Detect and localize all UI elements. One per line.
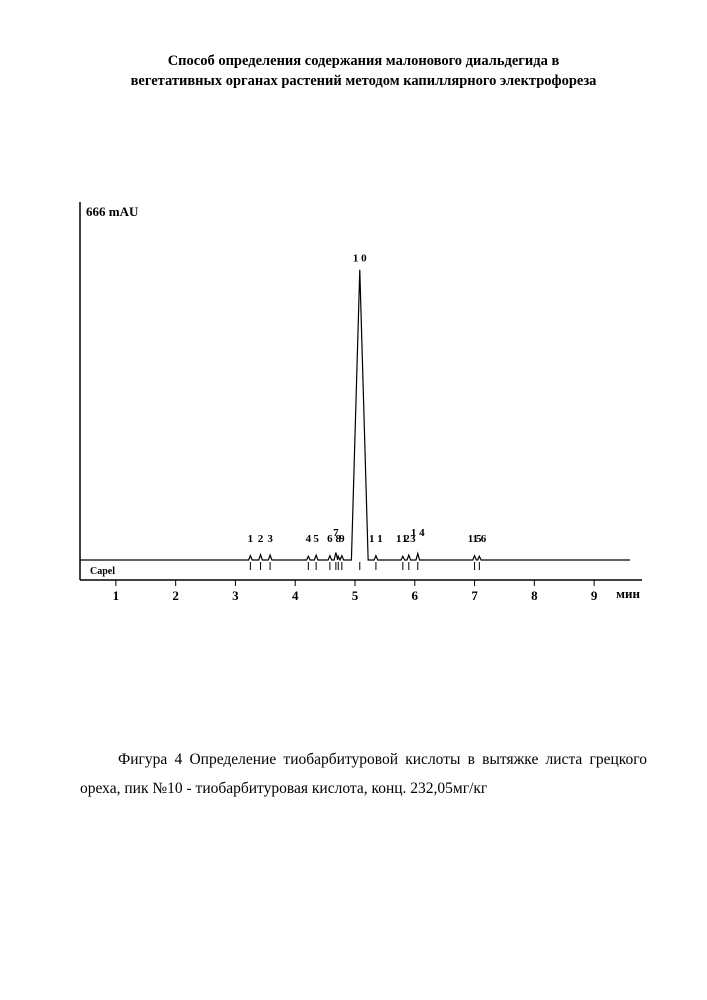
peak-label-2: 2 [258, 533, 264, 545]
chart-svg: 666 mAU 1234567891 01 11 21 31 41 51 6 1… [72, 190, 652, 610]
x-axis-ticks: 1 2 3 4 5 6 7 8 9 [113, 580, 598, 603]
page-root: Способ определения содержания малонового… [0, 0, 707, 1000]
electropherogram-trace [80, 270, 630, 560]
peak-label-4: 4 [306, 533, 312, 545]
x-tick-label-4: 4 [292, 588, 299, 603]
x-tick-label-2: 2 [172, 588, 179, 603]
peak-tick-marks [250, 562, 479, 570]
title-line-2: вегетативных органах растений методом ка… [131, 73, 597, 89]
peak-label-16: 1 6 [472, 533, 486, 545]
instrument-label: Capel [90, 566, 115, 577]
x-tick-label-3: 3 [232, 588, 239, 603]
x-tick-label-1: 1 [113, 588, 120, 603]
x-tick-label-6: 6 [412, 588, 419, 603]
x-axis-unit: мин [616, 586, 640, 601]
figure-caption: Фигура 4 Определение тиобарбитуровой кис… [80, 745, 647, 804]
x-tick-label-7: 7 [471, 588, 478, 603]
peak-label-10: 1 0 [353, 253, 367, 265]
peak-label-11: 1 1 [369, 533, 383, 545]
x-tick-label-9: 9 [591, 588, 598, 603]
peak-label-1: 1 [248, 533, 254, 545]
peak-label-5: 5 [313, 533, 319, 545]
x-tick-label-5: 5 [352, 588, 359, 603]
y-axis-label: 666 mAU [86, 204, 139, 219]
page-title: Способ определения содержания малонового… [60, 52, 667, 91]
peak-label-14: 1 4 [411, 527, 425, 539]
x-tick-label-8: 8 [531, 588, 538, 603]
peak-labels: 1234567891 01 11 21 31 41 51 6 [248, 253, 487, 545]
electropherogram-chart: 666 mAU 1234567891 01 11 21 31 41 51 6 1… [72, 190, 652, 610]
peak-label-3: 3 [267, 533, 273, 545]
peak-label-9: 9 [339, 533, 345, 545]
title-line-1: Способ определения содержания малонового… [168, 53, 560, 69]
